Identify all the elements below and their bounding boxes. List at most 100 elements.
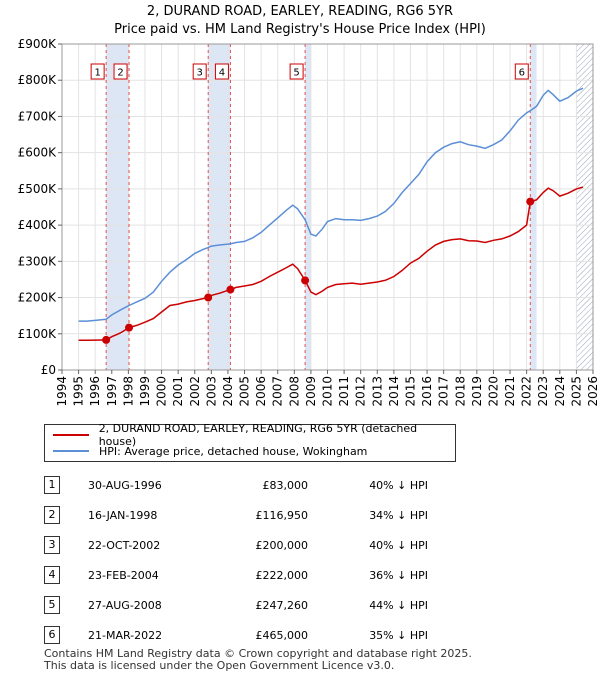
x-tick-label: 2012 — [354, 376, 368, 407]
sale-label-number: 6 — [519, 68, 525, 79]
sale-label-box — [192, 63, 207, 80]
sale-number-cell: 2 — [44, 500, 88, 530]
y-tick-label: £800K — [18, 73, 58, 87]
y-tick-label: £600K — [18, 146, 58, 160]
x-tick-label: 1994 — [55, 376, 69, 407]
x-tick-label: 2024 — [553, 376, 567, 407]
x-tick-label: 2009 — [304, 376, 318, 407]
x-tick-label: 2011 — [337, 376, 351, 407]
x-tick-label: 2013 — [370, 376, 384, 407]
footer-copyright: Contains HM Land Registry data © Crown c… — [44, 647, 472, 660]
x-tick-label: 2004 — [221, 376, 235, 407]
sale-number-box: 6 — [44, 626, 60, 644]
legend: 2, DURAND ROAD, EARLEY, READING, RG6 5YR… — [44, 422, 456, 462]
chart-title: 2, DURAND ROAD, EARLEY, READING, RG6 5YR — [146, 4, 454, 19]
sale-number-cell: 1 — [44, 470, 88, 500]
legend-swatch-blue — [53, 450, 89, 452]
x-tick-label: 1996 — [88, 376, 102, 407]
sales-table: 1 30-AUG-1996 £83,000 40% ↓ HPI 2 16-JAN-1998… — [44, 470, 428, 650]
sale-marker — [301, 276, 310, 285]
table-row: 2 16-JAN-1998 £116,950 34% ↓ HPI — [44, 500, 428, 530]
legend-item-hpi: HPI: Average price, detached house, Woki… — [53, 443, 367, 459]
sale-hpi-diff: 44% ↓ HPI — [369, 598, 428, 612]
footer: Contains HM Land Registry data © Crown c… — [44, 648, 472, 672]
x-tick-label: 2018 — [453, 376, 467, 407]
x-tick-label: 2015 — [403, 376, 417, 407]
sale-date: 23-FEB-2004 — [88, 568, 159, 582]
sale-number-box: 2 — [44, 506, 60, 524]
x-tick-label: 1999 — [138, 376, 152, 407]
y-tick-label: £100K — [18, 327, 58, 341]
sale-date: 30-AUG-1996 — [88, 478, 162, 492]
x-tick-label: 1998 — [121, 376, 135, 407]
sale-hpi-diff: 35% ↓ HPI — [369, 628, 428, 642]
x-tick-label: 2008 — [287, 376, 301, 407]
table-row: 3 22-OCT-2002 £200,000 40% ↓ HPI — [44, 530, 428, 560]
x-tick-label: 2021 — [503, 376, 517, 407]
sale-marker — [102, 335, 111, 344]
sale-label-number: 5 — [293, 68, 299, 79]
x-tick-label: 2022 — [520, 376, 534, 407]
sale-hpi-diff: 36% ↓ HPI — [369, 568, 428, 582]
sale-marker — [226, 285, 235, 294]
sale-date: 22-OCT-2002 — [88, 538, 161, 552]
x-tick-label: 2000 — [155, 376, 169, 407]
x-tick-label: 1995 — [72, 376, 86, 407]
x-tick-label: 2025 — [569, 376, 583, 407]
x-tick-label: 2020 — [486, 376, 500, 407]
sale-price: £465,000 — [255, 628, 309, 642]
sale-label-box — [514, 63, 529, 80]
x-tick-label: 2016 — [420, 376, 434, 407]
sale-label-number: 4 — [219, 68, 225, 79]
x-tick-label: 2010 — [321, 376, 335, 407]
legend-item-property: 2, DURAND ROAD, EARLEY, READING, RG6 5YR… — [53, 422, 455, 448]
x-tick-label: 2005 — [238, 376, 252, 407]
sale-hpi-diff: 34% ↓ HPI — [369, 508, 428, 522]
x-tick-label: 2003 — [204, 376, 218, 407]
y-tick-label: £200K — [18, 291, 58, 305]
table-row: 5 27-AUG-2008 £247,260 44% ↓ HPI — [44, 590, 428, 620]
sale-date: 16-JAN-1998 — [88, 508, 158, 522]
legend-swatch-red — [53, 434, 89, 436]
y-tick-label: £900K — [18, 37, 58, 51]
footer-licence: This data is licensed under the Open Gov… — [44, 659, 395, 672]
sale-price: £116,950 — [255, 508, 309, 522]
sale-price: £83,000 — [262, 478, 309, 492]
sale-number-box: 5 — [44, 596, 60, 614]
sale-price: £200,000 — [255, 538, 309, 552]
sale-number-cell: 6 — [44, 620, 88, 650]
sale-label-box — [90, 63, 105, 80]
sale-number-box: 3 — [44, 536, 60, 554]
y-tick-label: £400K — [18, 218, 58, 232]
x-tick-label: 2007 — [271, 376, 285, 407]
price-chart: 1 2 3 4 5 6 £0 £100K £200K £300K £400K £500K £600K £… — [18, 37, 600, 407]
sale-price: £247,260 — [255, 598, 309, 612]
x-tick-label: 2014 — [387, 376, 401, 407]
sale-number-box: 1 — [44, 476, 60, 494]
sale-label-box — [214, 63, 229, 80]
x-tick-label: 1997 — [105, 376, 119, 407]
x-tick-label: 2006 — [254, 376, 268, 407]
table-row: 1 30-AUG-1996 £83,000 40% ↓ HPI — [44, 470, 428, 500]
sale-label-box — [113, 63, 128, 80]
table-row: 4 23-FEB-2004 £222,000 36% ↓ HPI — [44, 560, 428, 590]
sale-hpi-diff: 40% ↓ HPI — [369, 478, 428, 492]
sale-date: 27-AUG-2008 — [88, 598, 162, 612]
sale-label-box — [289, 63, 304, 80]
y-tick-label: £700K — [18, 109, 58, 123]
shaded-span — [530, 44, 537, 370]
sale-label-number: 3 — [197, 68, 203, 79]
sale-date: 21-MAR-2022 — [88, 628, 163, 642]
sale-hpi-diff: 40% ↓ HPI — [369, 538, 428, 552]
price-paid-line — [78, 186, 584, 342]
x-tick-label: 2023 — [536, 376, 550, 407]
shaded-span — [106, 44, 130, 370]
legend-label-hpi: HPI: Average price, detached house, Woki… — [99, 444, 368, 458]
sale-marker — [125, 323, 134, 332]
hatched-span — [576, 44, 593, 370]
sale-label-number: 1 — [94, 68, 100, 79]
y-tick-label: £500K — [18, 182, 58, 196]
shaded-span — [305, 44, 311, 370]
y-tick-label: £0 — [41, 363, 56, 377]
hpi-line — [78, 87, 584, 322]
